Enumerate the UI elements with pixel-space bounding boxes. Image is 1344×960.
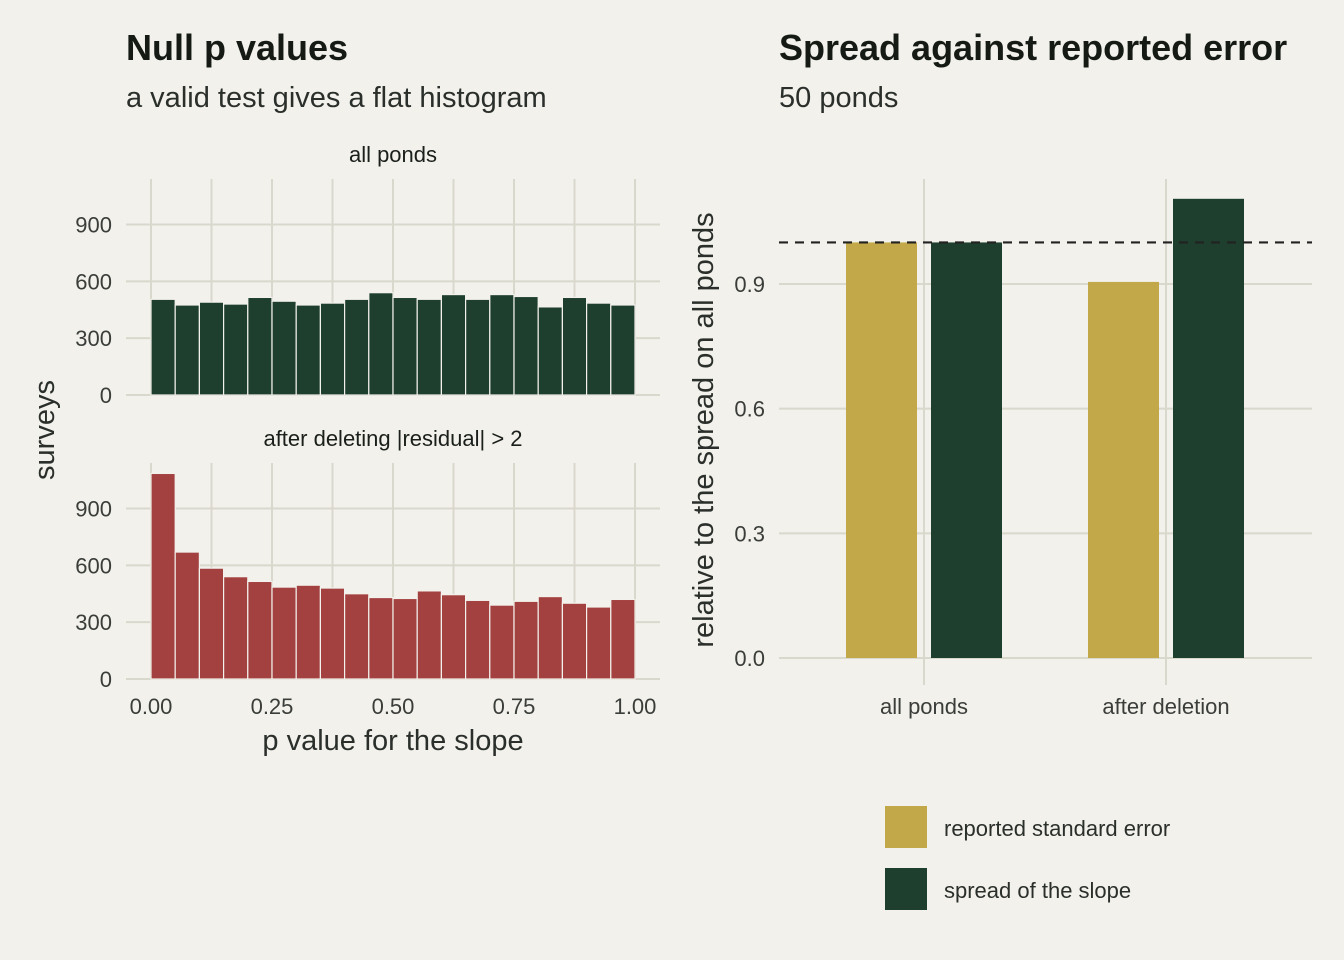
histogram-bar: [416, 298, 443, 396]
x-tick-label: 0.25: [251, 694, 294, 719]
histogram-bar: [513, 295, 539, 396]
histogram-all-ponds: 0 300 600 900: [75, 179, 660, 408]
histogram-bar: [174, 551, 200, 680]
y-tick-label: 600: [75, 269, 112, 294]
histogram-bar: [295, 304, 322, 396]
histogram-bar: [610, 598, 636, 680]
legend-swatch: [885, 806, 927, 848]
y-tick-label: 900: [75, 212, 112, 237]
histogram-bar: [561, 602, 588, 680]
histogram-bar: [537, 306, 564, 396]
x-tick-label: 1.00: [614, 694, 657, 719]
bar-chart-spread: 0.0 0.3 0.6 0.9 all ponds after deletion: [734, 179, 1312, 719]
facet-label-all-ponds: all ponds: [349, 142, 437, 167]
x-tick-label: 0.50: [372, 694, 415, 719]
y-tick-label: 600: [75, 553, 112, 578]
left-chart-title: Null p values: [126, 27, 348, 68]
y-tick-label: 0: [100, 667, 112, 692]
histogram-bar: [489, 293, 515, 396]
histogram-bar: [198, 567, 225, 680]
histogram-bar: [150, 298, 176, 396]
histogram-after-deleting: 0 300 600 900 0.00 0.25 0.50 0.75 1.00: [75, 463, 660, 719]
bar: [846, 242, 917, 658]
histogram-bar: [513, 600, 539, 680]
histogram-bar: [223, 576, 249, 680]
histogram-bar: [271, 300, 297, 396]
bar: [1173, 198, 1244, 659]
histogram-bar: [440, 594, 467, 680]
facet-label-after-deleting: after deleting |residual| > 2: [263, 426, 522, 451]
histogram-bar: [295, 584, 322, 680]
histogram-bar: [344, 298, 370, 396]
histogram-bar: [247, 296, 273, 396]
y-tick-label: 300: [75, 326, 112, 351]
y-tick-label: 900: [75, 496, 112, 521]
histogram-bar: [489, 604, 515, 680]
y-tick-label: 0.0: [734, 646, 765, 671]
histogram-bar: [223, 303, 249, 396]
histogram-bar: [271, 586, 297, 680]
bar: [931, 242, 1002, 658]
left-chart-subtitle: a valid test gives a flat histogram: [126, 82, 547, 114]
histogram-bar: [174, 304, 200, 396]
histogram-bar: [561, 296, 588, 396]
histogram-bar: [392, 296, 418, 396]
bar: [1088, 281, 1159, 658]
x-tick-label: 0.75: [493, 694, 536, 719]
right-chart-subtitle: 50 ponds: [779, 82, 898, 114]
left-y-axis-title: surveys: [29, 380, 61, 480]
right-chart-title: Spread against reported error: [779, 27, 1287, 68]
histogram-bar: [368, 292, 394, 396]
histogram-bar: [610, 304, 636, 396]
histogram-bar: [585, 606, 612, 680]
legend-label: reported standard error: [944, 816, 1170, 841]
legend-swatch: [885, 868, 927, 910]
histogram-bar: [392, 597, 418, 680]
y-tick-label: 0.9: [734, 272, 765, 297]
histogram-bar: [537, 595, 564, 680]
y-tick-label: 0.6: [734, 397, 765, 422]
y-tick-label: 0: [100, 383, 112, 408]
legend: reported standard error spread of the slo…: [885, 806, 1170, 910]
y-tick-label: 300: [75, 610, 112, 635]
histogram-bar: [465, 298, 491, 396]
x-tick-label: all ponds: [880, 694, 968, 719]
histogram-bar: [585, 302, 612, 396]
right-y-axis-title: relative to the spread on all ponds: [688, 212, 720, 647]
histogram-bar: [150, 472, 176, 680]
histogram-bar: [344, 593, 370, 680]
histogram-bar: [465, 599, 491, 680]
histogram-bar: [416, 590, 443, 680]
legend-label: spread of the slope: [944, 878, 1131, 903]
x-tick-label: after deletion: [1102, 694, 1229, 719]
histogram-bar: [368, 596, 394, 680]
histogram-bar: [319, 302, 346, 396]
left-x-axis-title: p value for the slope: [262, 725, 523, 757]
histogram-bar: [198, 301, 225, 396]
histogram-bar: [440, 293, 467, 396]
histogram-bar: [247, 580, 273, 680]
x-tick-label: 0.00: [130, 694, 173, 719]
histogram-bar: [319, 587, 346, 680]
y-tick-label: 0.3: [734, 521, 765, 546]
